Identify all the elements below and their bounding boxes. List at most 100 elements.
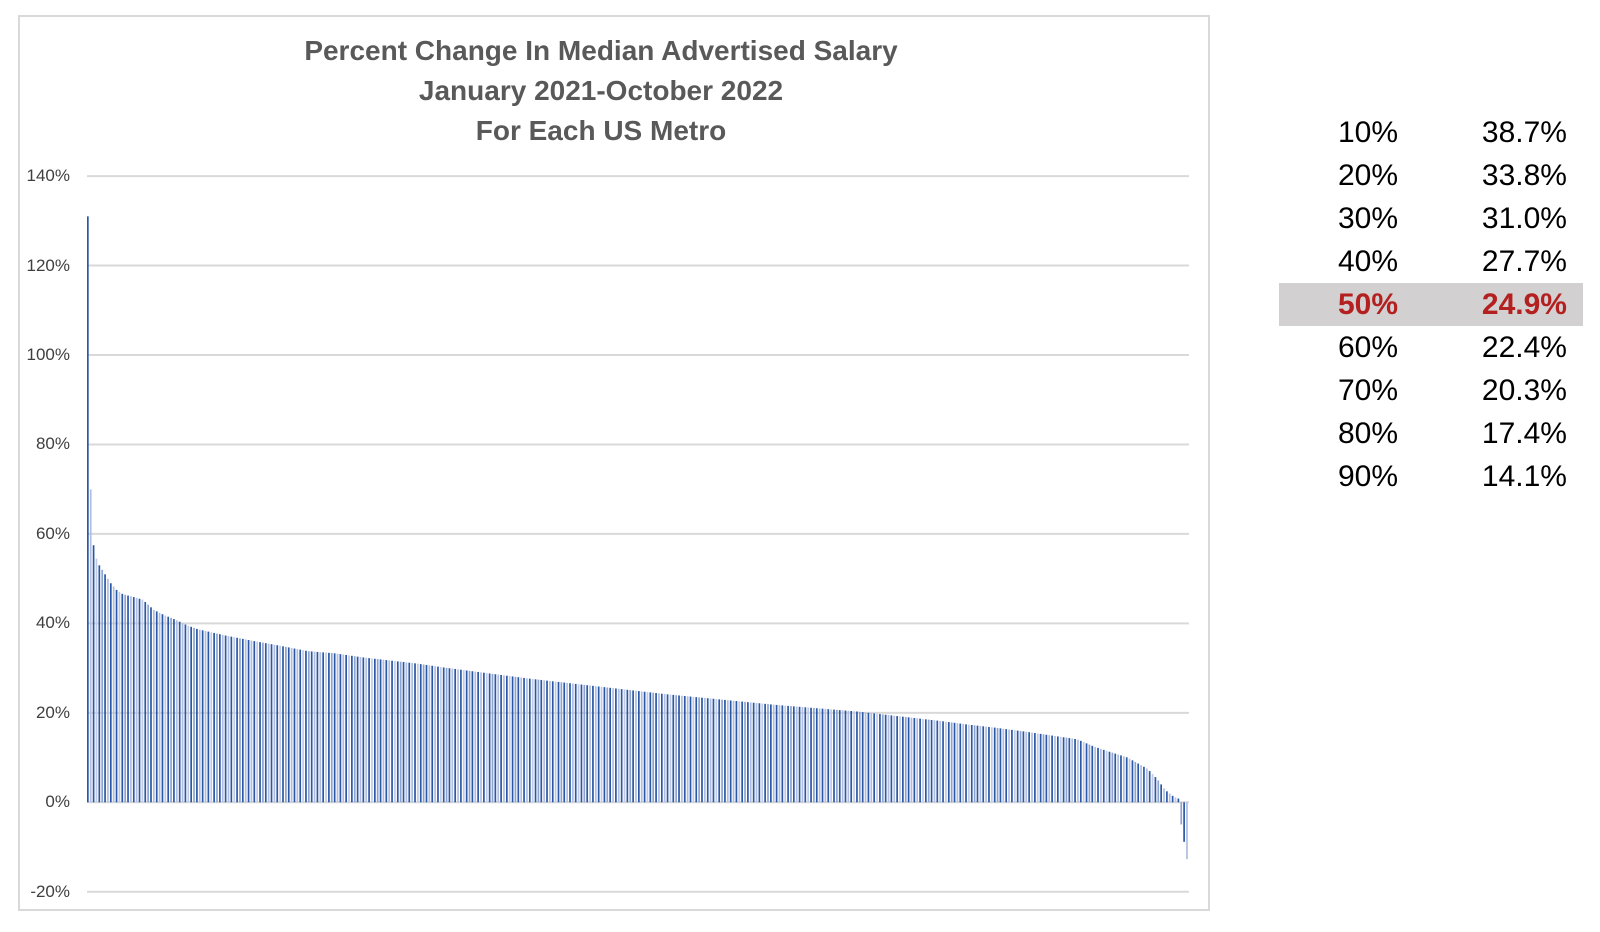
metro-bar — [1128, 758, 1131, 803]
metro-bar — [615, 688, 617, 803]
metro-bar — [173, 619, 175, 803]
metro-bar — [669, 694, 672, 803]
metro-bar — [267, 643, 270, 803]
metro-bar — [256, 641, 259, 803]
metro-bar — [939, 720, 942, 803]
metro-bar — [551, 681, 554, 803]
metro-bar — [968, 724, 970, 803]
metro-bar — [675, 695, 678, 803]
metro-bar — [1025, 731, 1028, 803]
y-tick-label: 120% — [26, 255, 70, 275]
metro-bar — [1039, 733, 1042, 803]
metro-bar — [947, 722, 950, 803]
metro-bar — [620, 689, 623, 803]
metro-bar — [1056, 736, 1059, 803]
metro-bar — [1013, 730, 1016, 803]
metro-bar — [373, 658, 376, 803]
metro-bar — [718, 699, 721, 803]
metro-bar — [1163, 788, 1165, 803]
metro-bar — [1088, 744, 1091, 803]
metro-bar — [899, 716, 901, 803]
metro-bar — [801, 707, 804, 803]
metro-bar — [474, 671, 477, 803]
metro-bar — [273, 644, 276, 803]
metro-bar — [583, 684, 586, 803]
metro-bar — [528, 678, 531, 803]
metro-bar — [962, 723, 964, 803]
metro-bar — [1180, 802, 1183, 825]
metro-bar — [325, 652, 327, 803]
metro-bar — [1168, 793, 1171, 803]
chart-title-line-2: January 2021-October 2022 — [418, 75, 784, 106]
metro-bar — [649, 692, 652, 803]
metro-bar — [150, 607, 152, 803]
metro-bar — [193, 627, 195, 803]
metro-bar — [1102, 749, 1105, 803]
metro-bar — [563, 682, 566, 803]
metro-bar — [345, 654, 347, 803]
metro-bar — [827, 709, 830, 803]
metro-bar — [787, 705, 789, 803]
metro-bar — [1105, 750, 1108, 803]
metro-bar — [299, 649, 302, 803]
metro-bar — [216, 633, 218, 803]
metro-bar — [1148, 771, 1151, 803]
metro-bar — [755, 703, 758, 803]
metro-bar — [841, 710, 844, 803]
metro-bar — [990, 727, 993, 803]
metro-bar — [187, 625, 190, 803]
metro-bar — [1111, 752, 1114, 803]
metro-bar — [330, 653, 333, 803]
metro-bar — [1131, 760, 1134, 803]
metro-bar — [540, 679, 543, 803]
metro-bar — [574, 683, 577, 803]
metro-bar — [485, 673, 488, 803]
metro-bar — [1117, 754, 1119, 803]
metro-bar — [477, 671, 479, 803]
metro-bar — [425, 664, 428, 803]
metro-bar — [1082, 742, 1085, 803]
metro-bar — [706, 698, 709, 803]
metro-bar — [836, 709, 838, 803]
metro-bar — [138, 598, 141, 803]
metro-bar — [856, 711, 858, 803]
metro-bar — [153, 609, 155, 803]
metro-bar — [287, 647, 290, 803]
metro-bar — [1085, 743, 1088, 803]
metro-bar — [270, 644, 273, 803]
metro-bar — [815, 708, 818, 803]
percentile-row: 40% 27.7% — [1279, 240, 1583, 283]
metro-bar — [379, 659, 382, 803]
metro-bar — [709, 698, 712, 803]
metro-bar — [112, 586, 115, 803]
metro-bar — [417, 663, 419, 803]
metro-bar — [351, 655, 353, 803]
metro-bar — [1065, 737, 1068, 803]
metro-bar — [887, 715, 890, 803]
percentile-label: 70% — [1337, 374, 1398, 407]
metro-bar — [850, 711, 853, 803]
metro-bar — [976, 725, 979, 803]
metro-bar — [1002, 728, 1005, 803]
metro-bar — [1154, 777, 1157, 803]
metro-bar — [775, 704, 778, 803]
metro-bar — [1091, 745, 1094, 803]
metro-bar — [910, 717, 913, 803]
metro-bar — [692, 696, 695, 803]
metro-bar — [233, 637, 236, 803]
metro-bar — [747, 702, 749, 803]
metro-bar — [244, 639, 247, 803]
metro-bar — [758, 703, 761, 803]
metro-bar — [1054, 735, 1056, 803]
percentile-value: 22.4% — [1481, 331, 1567, 364]
metro-bar — [724, 699, 726, 803]
metro-bar — [310, 651, 313, 803]
metro-bar — [770, 704, 772, 803]
metro-bar — [672, 694, 675, 803]
metro-bar — [580, 684, 583, 803]
metro-bar — [1094, 746, 1096, 803]
metro-bar — [881, 714, 884, 803]
metro-bar — [170, 617, 172, 803]
percentile-value: 33.8% — [1481, 159, 1567, 192]
